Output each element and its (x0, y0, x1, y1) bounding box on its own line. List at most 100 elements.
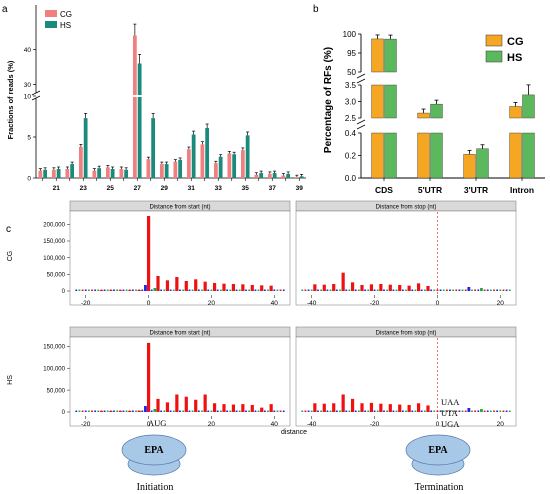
panel-b-bar (522, 94, 535, 119)
panel-c-minor-bar (119, 289, 122, 291)
panel-a-xtick-label: 39 (296, 185, 304, 192)
panel-a-bar (97, 168, 102, 178)
panel-c-minor-bar (235, 410, 238, 412)
panel-a-bar (186, 149, 191, 178)
panel-c-minor-bar (87, 289, 90, 291)
panel-a-bar (83, 118, 88, 178)
panel-c-minor-bar (458, 289, 461, 291)
panel-c-minor-bar (125, 289, 128, 291)
panel-c-red-bar (222, 283, 226, 291)
panel-c-red-bar (99, 411, 104, 412)
panel-c-minor-bar (455, 289, 458, 291)
panel-c-minor-bar (122, 410, 125, 412)
panel-a-legend-swatch (45, 21, 57, 28)
panel-c-minor-bar (458, 410, 461, 412)
panel-c-minor-bar (499, 289, 502, 291)
panel-c-minor-bar (226, 410, 229, 412)
panel-c-minor-bar (505, 410, 508, 412)
panel-a-ytick-label: 40 (24, 47, 32, 54)
panel-c-xtick-label: 0 (436, 421, 440, 428)
ribosome-site-label: EPA (144, 445, 164, 456)
panel-a-xtick-label: 29 (161, 185, 169, 192)
panel-c-minor-bar (248, 410, 251, 412)
panel-c-ytick-label: 0 (62, 410, 66, 416)
panel-c-xtick-label: -40 (307, 300, 317, 307)
panel-c-minor-bar (489, 289, 492, 291)
panel-c-minor-bar (100, 289, 103, 291)
panel-c-minor-bar (84, 410, 87, 412)
panel-b-bar (463, 154, 476, 179)
panel-a-bar (132, 97, 137, 178)
panel-c-ytick-label: 0 (62, 289, 66, 295)
panel-c-minor-bar (103, 410, 106, 412)
panel-c-xtick-label: 40 (271, 421, 279, 428)
panel-c-minor-bar (445, 289, 448, 291)
panel-c-red-bar (332, 403, 336, 412)
panel-c-red-bar (165, 402, 170, 412)
panel-a-bar (43, 169, 48, 178)
panel-c-minor-bar (449, 410, 451, 412)
panel-c-minor-bar (141, 410, 144, 412)
panel-c-red-bar (241, 284, 245, 291)
panel-c-minor-bar (339, 289, 341, 291)
panel-a-xtick-label: 37 (269, 185, 277, 192)
panel-c-minor-bar (502, 289, 505, 291)
panel-c-minor-bar (75, 410, 78, 412)
panel-c-minor-bar (81, 410, 84, 412)
panel-c-red-bar (99, 290, 104, 291)
panel-c-minor-bar (420, 410, 423, 412)
panel-c-red-bar (241, 404, 245, 412)
panel-c-red-bar (360, 285, 364, 291)
panel-c-minor-bar (414, 410, 417, 412)
panel-c-minor-bar (455, 410, 458, 412)
initiation-caption: Initiation (137, 482, 174, 493)
panel-c-facet-frame (69, 336, 291, 427)
panel-c-red-bar (260, 285, 264, 291)
panel-c-red-bar (269, 285, 273, 291)
panel-c-minor-bar (354, 410, 357, 412)
panel-b-xtick-label: 5'UTR (418, 185, 442, 195)
panel-c-minor-bar (452, 289, 455, 291)
panel-c-red-bar (407, 285, 411, 291)
panel-c-minor-bar (329, 410, 332, 412)
panel-a-bar (281, 175, 286, 178)
panel-c-minor-bar (91, 410, 93, 412)
panel-c-minor-bar (179, 289, 181, 291)
panel-b-bar (430, 132, 443, 179)
panel-c-ytick-label: 50,000 (47, 388, 66, 394)
panel-c-minor-bar (433, 289, 436, 291)
panel-a-legend-label: CG (60, 10, 72, 19)
panel-c-red-bar (231, 404, 236, 412)
panel-c-minor-bar (263, 289, 266, 291)
panel-c-minor-bar (78, 410, 81, 412)
panel-c-minor-bar (307, 410, 310, 412)
panel-c-minor-bar (320, 289, 323, 291)
panel-c-minor-bar (401, 410, 404, 412)
panel-c-minor-bar (245, 410, 247, 412)
panel-a-xtick-label: 33 (215, 185, 223, 192)
panel-c-minor-bar (160, 289, 163, 291)
panel-c-minor-bar (150, 289, 153, 291)
panel-c-red-bar (203, 281, 207, 291)
panel-c-minor-bar (367, 289, 370, 291)
panel-c-minor-bar (386, 410, 389, 412)
panel-c-minor-bar (477, 410, 480, 412)
panel-a-bar (259, 173, 264, 178)
panel-c-red-bar (313, 403, 317, 412)
panel-c-green-bar (153, 288, 157, 291)
panel-c-minor-bar (335, 289, 338, 291)
panel-a-axis-break (31, 90, 41, 101)
panel-c-minor-bar (238, 289, 241, 291)
panel-c-minor-bar (329, 289, 332, 291)
panel-a-ylabel: Fractions of reads (%) (6, 60, 15, 139)
panel-a-ytick-label: 10 (24, 94, 32, 101)
panel-c-minor-bar (103, 289, 106, 291)
panel-c-xtick-label: 40 (271, 300, 279, 307)
panel-b-ylabel: Percentage of RFs (%) (323, 47, 334, 153)
panel-a-bar (245, 135, 250, 178)
panel-c-red-bar (175, 277, 179, 291)
panel-c-red-bar (426, 286, 430, 291)
panel-c-xtick-label: -40 (307, 421, 317, 428)
panel-b-bar (522, 132, 535, 179)
